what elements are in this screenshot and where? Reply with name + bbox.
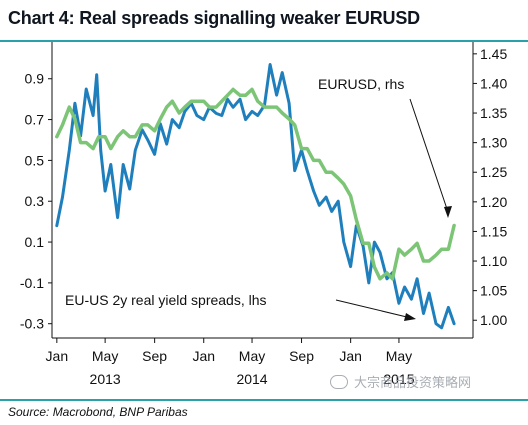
x-tick-label: May	[92, 348, 118, 364]
right-tick-label: 1.25	[480, 164, 507, 180]
left-tick-label: -0.1	[20, 275, 44, 291]
annotation-layer: EURUSD, rhs EU-US 2y real yield spreads, …	[65, 76, 452, 321]
right-tick-label: 1.05	[480, 283, 507, 299]
chart-title: Chart 4: Real spreads signalling weaker …	[8, 8, 420, 28]
x-tick-label: Jan	[192, 348, 215, 364]
right-tick-label: 1.30	[480, 135, 507, 151]
right-tick-label: 1.10	[480, 253, 507, 269]
left-tick-label: 0.1	[25, 234, 45, 250]
top-rule	[0, 40, 528, 42]
x-tick-label: Jan	[46, 348, 69, 364]
left-tick-label: 0.5	[25, 152, 45, 168]
annotation-spread-arrowhead	[404, 313, 416, 321]
x-tick-label: Jan	[339, 348, 362, 364]
right-tick-label: 1.45	[480, 46, 507, 62]
left-tick-label: 0.9	[25, 71, 45, 87]
right-tick-label: 1.35	[480, 105, 507, 121]
title-bar: Chart 4: Real spreads signalling weaker …	[0, 0, 528, 40]
year-label: 2015	[383, 371, 414, 387]
right-tick-label: 1.15	[480, 223, 507, 239]
annotation-spread-arrow	[335, 299, 412, 319]
watermark-icon	[330, 375, 348, 389]
axes: 0.9 0.7 0.5 0.3 0.1 -0.1 -0.3 1.45 1.40 1.35 1.30 1…	[20, 42, 507, 387]
x-tick-label: May	[386, 348, 412, 364]
spread-series-line	[55, 63, 456, 330]
annotation-eurusd: EURUSD, rhs	[318, 76, 404, 92]
annotation-eurusd-arrow	[409, 98, 449, 213]
right-tick-label: 1.00	[480, 312, 507, 328]
series-layer	[55, 63, 456, 330]
annotation-eurusd-arrowhead	[444, 206, 452, 218]
eurusd-series-line	[55, 87, 456, 281]
year-label: 2013	[90, 371, 121, 387]
x-tick-label: Sep	[142, 348, 167, 364]
right-tick-label: 1.40	[480, 75, 507, 91]
watermark: 大宗商品投资策略网	[330, 372, 471, 391]
left-tick-label: -0.3	[20, 316, 44, 332]
right-tick-label: 1.20	[480, 194, 507, 210]
left-tick-label: 0.7	[25, 112, 45, 128]
bottom-rule	[0, 399, 528, 401]
x-tick-label: May	[239, 348, 265, 364]
watermark-text: 大宗商品投资策略网	[354, 375, 472, 390]
year-label: 2014	[236, 371, 267, 387]
left-tick-label: 0.3	[25, 193, 45, 209]
annotation-spread: EU-US 2y real yield spreads, lhs	[65, 292, 267, 308]
source-note: Source: Macrobond, BNP Paribas	[8, 405, 188, 419]
chart: 0.9 0.7 0.5 0.3 0.1 -0.1 -0.3 1.45 1.40 1.35 1.30 1…	[20, 42, 507, 387]
x-tick-label: Sep	[289, 348, 314, 364]
